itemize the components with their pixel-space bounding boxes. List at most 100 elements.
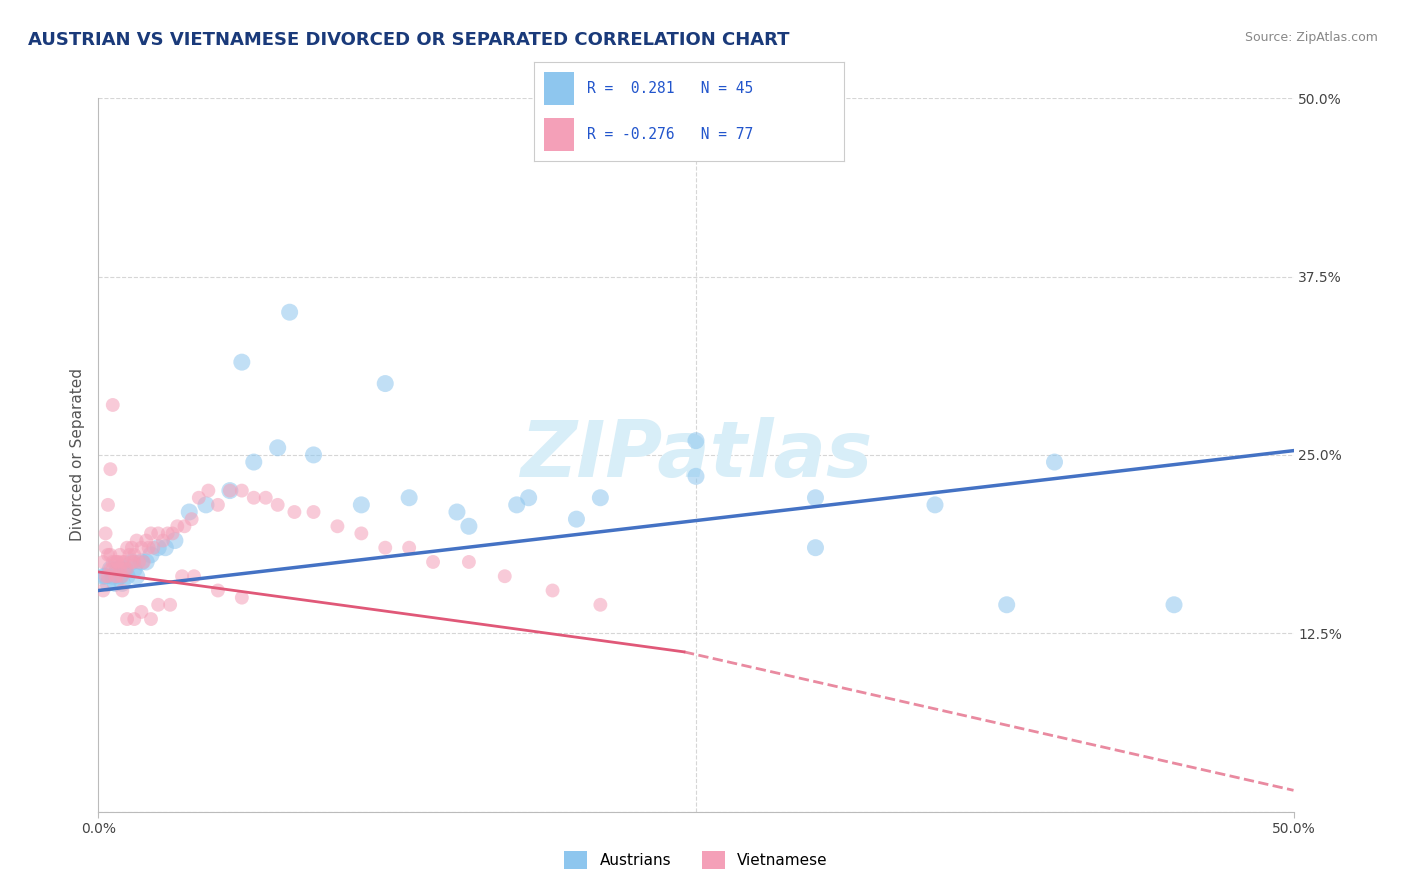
Point	[267, 498, 290, 512]
Point	[194, 498, 218, 512]
Point	[924, 498, 946, 512]
Point	[398, 541, 420, 555]
Text: R = -0.276   N = 77: R = -0.276 N = 77	[586, 127, 754, 142]
Point	[148, 598, 170, 612]
Point	[219, 483, 242, 498]
Point	[422, 555, 444, 569]
Point	[108, 548, 131, 562]
Point	[107, 555, 129, 569]
Point	[685, 469, 707, 483]
Point	[180, 512, 202, 526]
Point	[589, 491, 612, 505]
Point	[101, 562, 124, 576]
Text: ZIPatlas: ZIPatlas	[520, 417, 872, 493]
Point	[104, 576, 127, 591]
Point	[108, 569, 131, 583]
Point	[183, 569, 205, 583]
Point	[179, 505, 201, 519]
Point	[517, 491, 540, 505]
Bar	[544, 72, 575, 104]
Point	[506, 498, 529, 512]
Point	[108, 562, 131, 576]
Point	[148, 526, 170, 541]
Point	[278, 305, 301, 319]
Point	[326, 519, 349, 533]
Point	[231, 483, 253, 498]
Point	[148, 541, 170, 555]
Point	[458, 519, 481, 533]
Point	[541, 583, 564, 598]
Point	[97, 569, 120, 583]
Point	[98, 562, 122, 576]
Point	[104, 569, 127, 583]
Point	[139, 548, 162, 562]
Point	[98, 562, 122, 576]
Point	[139, 612, 162, 626]
Point	[152, 533, 174, 548]
Point	[243, 491, 266, 505]
Point	[589, 598, 612, 612]
Point	[173, 519, 195, 533]
Point	[350, 526, 373, 541]
Point	[187, 491, 209, 505]
Point	[243, 455, 266, 469]
Point	[124, 562, 146, 576]
Point	[142, 541, 165, 555]
Point	[1043, 455, 1066, 469]
Point	[91, 555, 114, 569]
Point	[91, 583, 114, 598]
Point	[219, 483, 242, 498]
Point	[111, 576, 134, 591]
Point	[98, 462, 122, 476]
Point	[115, 612, 138, 626]
Point	[267, 441, 290, 455]
Point	[135, 533, 157, 548]
Point	[114, 562, 136, 576]
Point	[124, 555, 146, 569]
Point	[207, 498, 229, 512]
Y-axis label: Divorced or Separated: Divorced or Separated	[69, 368, 84, 541]
Point	[114, 562, 136, 576]
Point	[107, 562, 129, 576]
Point	[125, 533, 148, 548]
Point	[162, 526, 184, 541]
Point	[155, 541, 177, 555]
Point	[94, 526, 117, 541]
Point	[114, 555, 136, 569]
Point	[156, 526, 179, 541]
Point	[166, 519, 188, 533]
Point	[350, 498, 373, 512]
Point	[101, 398, 124, 412]
Point	[995, 598, 1018, 612]
Point	[91, 569, 114, 583]
Point	[374, 376, 396, 391]
Point	[101, 555, 124, 569]
Point	[128, 555, 150, 569]
Point	[231, 591, 253, 605]
Point	[283, 505, 305, 519]
Point	[104, 555, 127, 569]
Point	[494, 569, 516, 583]
Point	[125, 569, 148, 583]
Point	[565, 512, 588, 526]
Point	[94, 569, 117, 583]
Point	[231, 355, 253, 369]
Point	[101, 569, 124, 583]
Point	[107, 555, 129, 569]
Text: AUSTRIAN VS VIETNAMESE DIVORCED OR SEPARATED CORRELATION CHART: AUSTRIAN VS VIETNAMESE DIVORCED OR SEPAR…	[28, 31, 790, 49]
Point	[197, 483, 219, 498]
Point	[139, 526, 162, 541]
Bar	[544, 119, 575, 151]
Point	[138, 541, 160, 555]
Point	[121, 541, 143, 555]
Legend: Austrians, Vietnamese: Austrians, Vietnamese	[558, 845, 834, 875]
Point	[107, 569, 129, 583]
Point	[163, 533, 186, 548]
Point	[121, 555, 143, 569]
Point	[97, 548, 120, 562]
Point	[458, 555, 481, 569]
Point	[115, 541, 138, 555]
Point	[115, 569, 138, 583]
Point	[131, 555, 153, 569]
Point	[804, 491, 827, 505]
